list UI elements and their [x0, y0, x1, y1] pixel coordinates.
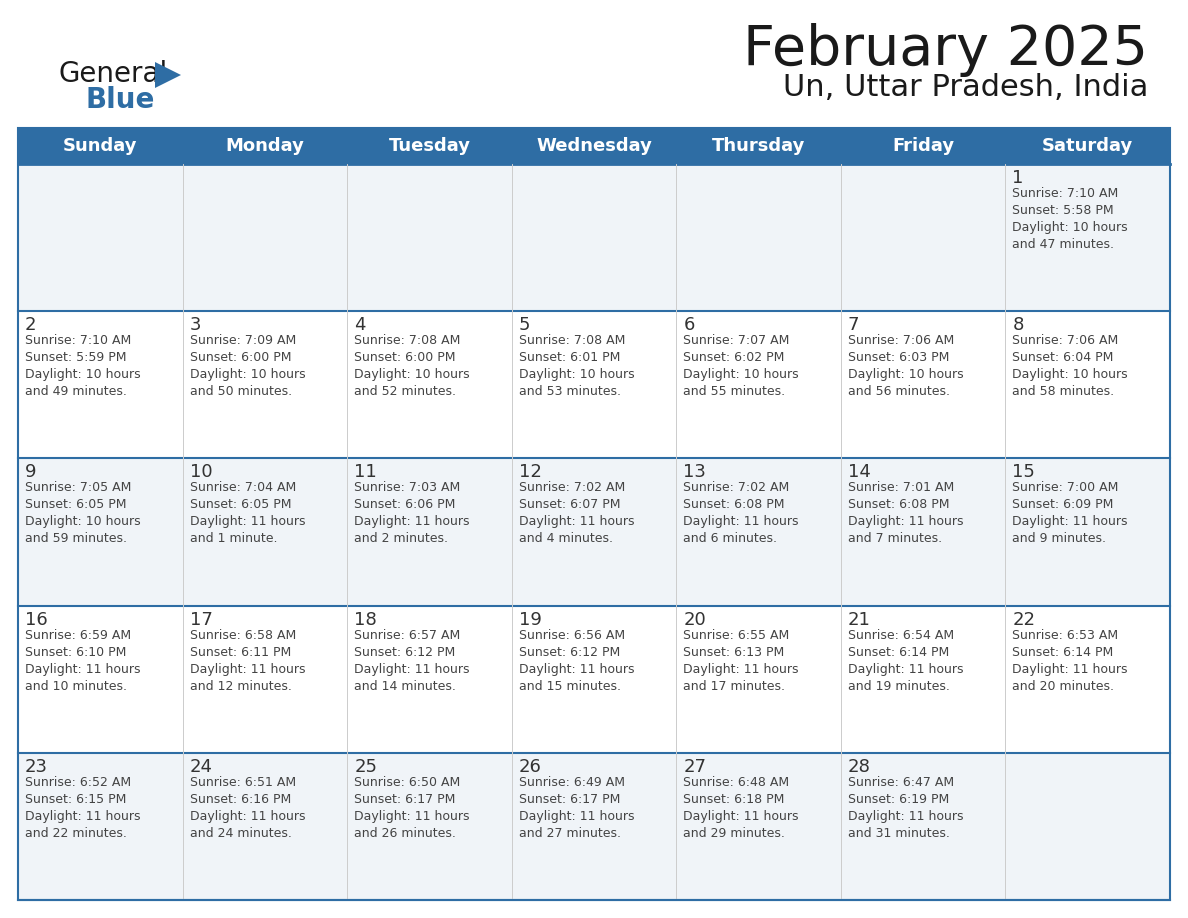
- Bar: [18, 128, 1170, 900]
- Text: 27: 27: [683, 757, 707, 776]
- Text: Sunrise: 7:01 AM
Sunset: 6:08 PM
Daylight: 11 hours
and 7 minutes.: Sunrise: 7:01 AM Sunset: 6:08 PM Dayligh…: [848, 481, 963, 545]
- Text: Sunrise: 7:10 AM
Sunset: 5:59 PM
Daylight: 10 hours
and 49 minutes.: Sunrise: 7:10 AM Sunset: 5:59 PM Dayligh…: [25, 334, 140, 398]
- Text: 3: 3: [190, 316, 201, 334]
- Bar: [18, 128, 1170, 164]
- Bar: [18, 164, 1170, 311]
- Text: 26: 26: [519, 757, 542, 776]
- Text: Sunrise: 6:55 AM
Sunset: 6:13 PM
Daylight: 11 hours
and 17 minutes.: Sunrise: 6:55 AM Sunset: 6:13 PM Dayligh…: [683, 629, 798, 692]
- Text: Thursday: Thursday: [712, 137, 805, 155]
- Text: 4: 4: [354, 316, 366, 334]
- Bar: [18, 606, 1170, 753]
- Text: 28: 28: [848, 757, 871, 776]
- Text: Sunrise: 7:07 AM
Sunset: 6:02 PM
Daylight: 10 hours
and 55 minutes.: Sunrise: 7:07 AM Sunset: 6:02 PM Dayligh…: [683, 334, 798, 398]
- Text: 18: 18: [354, 610, 377, 629]
- Text: 1: 1: [1012, 169, 1024, 187]
- Text: Sunrise: 7:03 AM
Sunset: 6:06 PM
Daylight: 11 hours
and 2 minutes.: Sunrise: 7:03 AM Sunset: 6:06 PM Dayligh…: [354, 481, 469, 545]
- Text: February 2025: February 2025: [742, 23, 1148, 77]
- Text: Tuesday: Tuesday: [388, 137, 470, 155]
- Text: Sunrise: 6:53 AM
Sunset: 6:14 PM
Daylight: 11 hours
and 20 minutes.: Sunrise: 6:53 AM Sunset: 6:14 PM Dayligh…: [1012, 629, 1127, 692]
- Text: Sunrise: 6:57 AM
Sunset: 6:12 PM
Daylight: 11 hours
and 14 minutes.: Sunrise: 6:57 AM Sunset: 6:12 PM Dayligh…: [354, 629, 469, 692]
- Text: Sunrise: 7:02 AM
Sunset: 6:08 PM
Daylight: 11 hours
and 6 minutes.: Sunrise: 7:02 AM Sunset: 6:08 PM Dayligh…: [683, 481, 798, 545]
- Text: Monday: Monday: [226, 137, 304, 155]
- Text: 12: 12: [519, 464, 542, 481]
- Text: 19: 19: [519, 610, 542, 629]
- Text: Sunrise: 6:52 AM
Sunset: 6:15 PM
Daylight: 11 hours
and 22 minutes.: Sunrise: 6:52 AM Sunset: 6:15 PM Dayligh…: [25, 776, 140, 840]
- Text: Sunday: Sunday: [63, 137, 138, 155]
- Text: Sunrise: 6:47 AM
Sunset: 6:19 PM
Daylight: 11 hours
and 31 minutes.: Sunrise: 6:47 AM Sunset: 6:19 PM Dayligh…: [848, 776, 963, 840]
- Text: 8: 8: [1012, 316, 1024, 334]
- Text: 24: 24: [190, 757, 213, 776]
- Text: Sunrise: 7:08 AM
Sunset: 6:01 PM
Daylight: 10 hours
and 53 minutes.: Sunrise: 7:08 AM Sunset: 6:01 PM Dayligh…: [519, 334, 634, 398]
- Text: 23: 23: [25, 757, 48, 776]
- Text: Sunrise: 6:58 AM
Sunset: 6:11 PM
Daylight: 11 hours
and 12 minutes.: Sunrise: 6:58 AM Sunset: 6:11 PM Dayligh…: [190, 629, 305, 692]
- Text: 5: 5: [519, 316, 530, 334]
- Text: Un, Uttar Pradesh, India: Un, Uttar Pradesh, India: [783, 73, 1148, 102]
- Text: 25: 25: [354, 757, 377, 776]
- Text: Saturday: Saturday: [1042, 137, 1133, 155]
- Text: Sunrise: 7:00 AM
Sunset: 6:09 PM
Daylight: 11 hours
and 9 minutes.: Sunrise: 7:00 AM Sunset: 6:09 PM Dayligh…: [1012, 481, 1127, 545]
- Text: Wednesday: Wednesday: [536, 137, 652, 155]
- Text: Sunrise: 7:08 AM
Sunset: 6:00 PM
Daylight: 10 hours
and 52 minutes.: Sunrise: 7:08 AM Sunset: 6:00 PM Dayligh…: [354, 334, 469, 398]
- Text: 7: 7: [848, 316, 859, 334]
- Bar: [18, 753, 1170, 900]
- Text: Blue: Blue: [86, 86, 156, 114]
- Text: 21: 21: [848, 610, 871, 629]
- Text: 2: 2: [25, 316, 37, 334]
- Text: Sunrise: 6:56 AM
Sunset: 6:12 PM
Daylight: 11 hours
and 15 minutes.: Sunrise: 6:56 AM Sunset: 6:12 PM Dayligh…: [519, 629, 634, 692]
- Text: Sunrise: 6:48 AM
Sunset: 6:18 PM
Daylight: 11 hours
and 29 minutes.: Sunrise: 6:48 AM Sunset: 6:18 PM Dayligh…: [683, 776, 798, 840]
- Text: 11: 11: [354, 464, 377, 481]
- Text: Sunrise: 7:09 AM
Sunset: 6:00 PM
Daylight: 10 hours
and 50 minutes.: Sunrise: 7:09 AM Sunset: 6:00 PM Dayligh…: [190, 334, 305, 398]
- Text: 14: 14: [848, 464, 871, 481]
- Text: 20: 20: [683, 610, 706, 629]
- Text: General: General: [58, 60, 168, 88]
- Text: Sunrise: 6:54 AM
Sunset: 6:14 PM
Daylight: 11 hours
and 19 minutes.: Sunrise: 6:54 AM Sunset: 6:14 PM Dayligh…: [848, 629, 963, 692]
- Polygon shape: [154, 62, 181, 88]
- Text: 13: 13: [683, 464, 706, 481]
- Text: Sunrise: 7:04 AM
Sunset: 6:05 PM
Daylight: 11 hours
and 1 minute.: Sunrise: 7:04 AM Sunset: 6:05 PM Dayligh…: [190, 481, 305, 545]
- Text: 6: 6: [683, 316, 695, 334]
- Text: Sunrise: 6:49 AM
Sunset: 6:17 PM
Daylight: 11 hours
and 27 minutes.: Sunrise: 6:49 AM Sunset: 6:17 PM Dayligh…: [519, 776, 634, 840]
- Bar: [18, 458, 1170, 606]
- Text: Sunrise: 6:59 AM
Sunset: 6:10 PM
Daylight: 11 hours
and 10 minutes.: Sunrise: 6:59 AM Sunset: 6:10 PM Dayligh…: [25, 629, 140, 692]
- Text: Sunrise: 6:50 AM
Sunset: 6:17 PM
Daylight: 11 hours
and 26 minutes.: Sunrise: 6:50 AM Sunset: 6:17 PM Dayligh…: [354, 776, 469, 840]
- Text: 15: 15: [1012, 464, 1035, 481]
- Text: Sunrise: 7:02 AM
Sunset: 6:07 PM
Daylight: 11 hours
and 4 minutes.: Sunrise: 7:02 AM Sunset: 6:07 PM Dayligh…: [519, 481, 634, 545]
- Text: Sunrise: 6:51 AM
Sunset: 6:16 PM
Daylight: 11 hours
and 24 minutes.: Sunrise: 6:51 AM Sunset: 6:16 PM Dayligh…: [190, 776, 305, 840]
- Text: 16: 16: [25, 610, 48, 629]
- Text: 22: 22: [1012, 610, 1036, 629]
- Text: Sunrise: 7:06 AM
Sunset: 6:03 PM
Daylight: 10 hours
and 56 minutes.: Sunrise: 7:06 AM Sunset: 6:03 PM Dayligh…: [848, 334, 963, 398]
- Text: 17: 17: [190, 610, 213, 629]
- Text: Sunrise: 7:06 AM
Sunset: 6:04 PM
Daylight: 10 hours
and 58 minutes.: Sunrise: 7:06 AM Sunset: 6:04 PM Dayligh…: [1012, 334, 1129, 398]
- Text: Friday: Friday: [892, 137, 954, 155]
- Bar: [18, 311, 1170, 458]
- Text: 9: 9: [25, 464, 37, 481]
- Text: Sunrise: 7:05 AM
Sunset: 6:05 PM
Daylight: 10 hours
and 59 minutes.: Sunrise: 7:05 AM Sunset: 6:05 PM Dayligh…: [25, 481, 140, 545]
- Text: Sunrise: 7:10 AM
Sunset: 5:58 PM
Daylight: 10 hours
and 47 minutes.: Sunrise: 7:10 AM Sunset: 5:58 PM Dayligh…: [1012, 187, 1129, 251]
- Text: 10: 10: [190, 464, 213, 481]
